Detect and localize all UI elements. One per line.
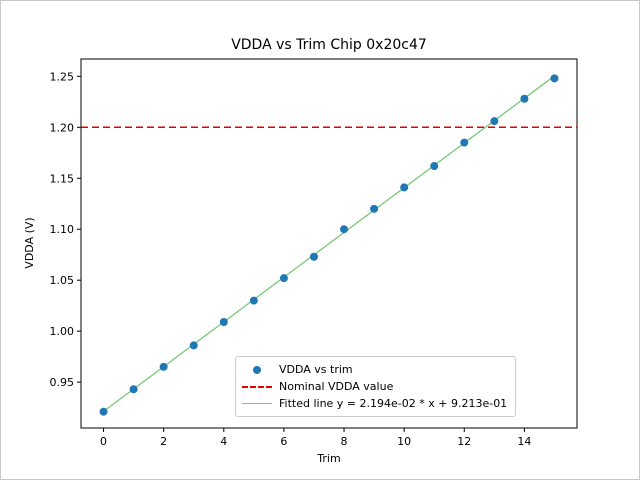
svg-text:8: 8 bbox=[341, 435, 348, 448]
svg-text:1.10: 1.10 bbox=[50, 223, 75, 236]
x-axis-label: Trim bbox=[317, 452, 341, 465]
chart-title: VDDA vs Trim Chip 0x20c47 bbox=[231, 37, 427, 53]
legend-label: Nominal VDDA value bbox=[279, 380, 394, 393]
legend-label: VDDA vs trim bbox=[279, 363, 353, 376]
svg-text:10: 10 bbox=[397, 435, 411, 448]
legend-item-nominal: Nominal VDDA value bbox=[242, 378, 507, 395]
svg-text:1.05: 1.05 bbox=[50, 274, 75, 287]
svg-text:1.20: 1.20 bbox=[50, 121, 75, 134]
y-axis-label: VDDA (V) bbox=[23, 217, 36, 269]
svg-text:12: 12 bbox=[457, 435, 471, 448]
scatter-marker-icon bbox=[242, 363, 272, 377]
svg-text:6: 6 bbox=[280, 435, 287, 448]
solid-line-icon bbox=[242, 397, 272, 411]
legend-label: Fitted line y = 2.194e-02 * x + 9.213e-0… bbox=[279, 397, 508, 410]
dashed-line-icon bbox=[242, 380, 272, 394]
svg-text:14: 14 bbox=[517, 435, 531, 448]
svg-text:1.15: 1.15 bbox=[50, 172, 75, 185]
svg-text:1.00: 1.00 bbox=[50, 325, 75, 338]
svg-text:0: 0 bbox=[100, 435, 107, 448]
svg-text:2: 2 bbox=[160, 435, 167, 448]
legend-item-scatter: VDDA vs trim bbox=[242, 361, 507, 378]
legend-item-fit: Fitted line y = 2.194e-02 * x + 9.213e-0… bbox=[242, 395, 507, 412]
svg-text:4: 4 bbox=[220, 435, 227, 448]
svg-text:0.95: 0.95 bbox=[50, 376, 75, 389]
svg-text:1.25: 1.25 bbox=[50, 70, 75, 83]
legend: VDDA vs trim Nominal VDDA value Fitted l… bbox=[235, 356, 517, 417]
